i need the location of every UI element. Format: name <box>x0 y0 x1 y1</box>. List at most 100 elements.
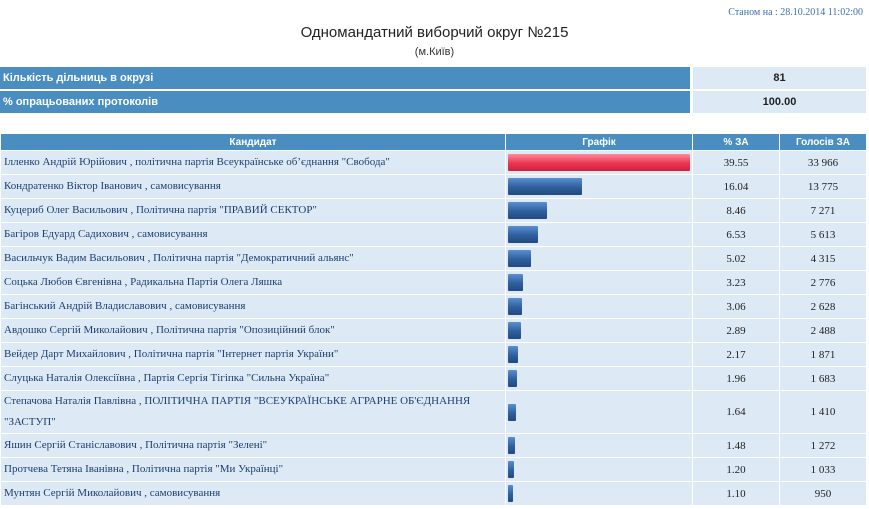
column-header-percent[interactable]: % ЗА <box>692 133 780 151</box>
candidate-name-link[interactable]: Мунтян Сергій Миколайович <box>4 487 142 499</box>
vote-share-bar <box>508 346 518 363</box>
graph-cell <box>505 174 693 199</box>
candidates-table: Кандидат Графік % ЗА Голосів ЗА Ілленко … <box>0 133 867 506</box>
candidate-party: , самовисування <box>166 300 246 312</box>
votes-cell: 2 776 <box>779 270 867 295</box>
summary-value: 81 <box>693 67 866 89</box>
candidate-party: , Політична партія "Демократичний альянс… <box>144 252 354 264</box>
candidate-cell: Соцька Любов Євгенівна , Радикальна Парт… <box>0 270 506 295</box>
table-row: Протчева Тетяна Іванівна , Політична пар… <box>0 457 867 482</box>
table-row: Степачова Наталія Павлівна , ПОЛІТИЧНА П… <box>0 390 867 434</box>
column-header-votes[interactable]: Голосів ЗА <box>779 133 867 151</box>
candidate-name-link[interactable]: Авдошко Сергій Миколайович <box>4 324 148 336</box>
table-row: Васильчук Вадим Васильович , Політична п… <box>0 246 867 271</box>
candidate-party: , Радикальна Партія Олега Ляшка <box>121 276 283 288</box>
candidate-cell: Степачова Наталія Павлівна , ПОЛІТИЧНА П… <box>0 390 506 434</box>
table-row: Вейдер Дарт Михайлович , Політична парті… <box>0 342 867 367</box>
percent-cell: 6.53 <box>692 222 780 247</box>
vote-share-bar <box>508 154 690 171</box>
column-header-graph[interactable]: Графік <box>505 133 693 151</box>
candidate-cell: Багінський Андрій Владиславович , самови… <box>0 294 506 319</box>
table-row: Куцериб Олег Васильович , Політична парт… <box>0 198 867 223</box>
candidate-party: , самовисування <box>128 228 208 240</box>
summary-value: 100.00 <box>693 91 866 113</box>
table-row: Ілленко Андрій Юрійович , політична парт… <box>0 150 867 175</box>
percent-cell: 2.17 <box>692 342 780 367</box>
candidate-name-link[interactable]: Степачова Наталія Павлівна <box>4 395 137 407</box>
table-row: Яшин Сергій Станіславович , Політична па… <box>0 433 867 458</box>
graph-cell <box>505 366 693 391</box>
votes-cell: 950 <box>779 481 867 506</box>
summary-label: Кількість дільниць в окрузі <box>0 67 690 89</box>
candidate-name-link[interactable]: Соцька Любов Євгенівна <box>4 276 122 288</box>
candidate-name-link[interactable]: Васильчук Вадим Васильович <box>4 252 145 264</box>
votes-cell: 7 271 <box>779 198 867 223</box>
vote-share-bar <box>508 250 532 267</box>
candidate-cell: Ілленко Андрій Юрійович , політична парт… <box>0 150 506 175</box>
votes-cell: 2 488 <box>779 318 867 343</box>
vote-share-bar <box>508 322 522 339</box>
candidate-name-link[interactable]: Багінський Андрій Владиславович <box>4 300 167 312</box>
votes-cell: 1 410 <box>779 390 867 434</box>
summary-gap <box>690 67 693 89</box>
graph-cell <box>505 246 693 271</box>
table-row: Кондратенко Віктор Іванович , самовисува… <box>0 174 867 199</box>
page-title: Одномандатний виборчий округ №215 <box>300 24 569 41</box>
column-header-candidate[interactable]: Кандидат <box>0 133 506 151</box>
candidate-name-link[interactable]: Ілленко Андрій Юрійович <box>4 156 127 168</box>
graph-cell <box>505 318 693 343</box>
graph-cell <box>505 270 693 295</box>
status-timestamp: Станом на : 28.10.2014 11:02:00 <box>728 7 863 18</box>
candidate-name-link[interactable]: Яшин Сергій Станіславович <box>4 439 137 451</box>
candidate-party: , Політична партія "Ми Українці" <box>123 463 284 475</box>
candidate-cell: Слуцька Наталія Олексіївна , Партія Серг… <box>0 366 506 391</box>
table-header-row: Кандидат Графік % ЗА Голосів ЗА <box>0 133 867 151</box>
graph-cell <box>505 481 693 506</box>
vote-share-bar <box>508 370 518 387</box>
candidate-party: , Політична партія "Інтернет партія Укра… <box>125 348 339 360</box>
votes-cell: 1 683 <box>779 366 867 391</box>
candidate-party: , самовисування <box>142 180 221 192</box>
candidate-name-link[interactable]: Вейдер Дарт Михайлович <box>4 348 126 360</box>
votes-cell: 13 775 <box>779 174 867 199</box>
candidate-name-link[interactable]: Кондратенко Віктор Іванович <box>4 180 143 192</box>
candidate-name-link[interactable]: Куцериб Олег Васильович <box>4 204 128 216</box>
votes-cell: 1 272 <box>779 433 867 458</box>
graph-cell <box>505 342 693 367</box>
candidates-body: Ілленко Андрій Юрійович , політична парт… <box>0 150 867 506</box>
vote-share-bar <box>508 485 514 502</box>
vote-share-bar <box>508 202 547 219</box>
table-row: Авдошко Сергій Миколайович , Політична п… <box>0 318 867 343</box>
table-row: Мунтян Сергій Миколайович , самовисуванн… <box>0 481 867 506</box>
candidate-name-link[interactable]: Слуцька Наталія Олексіївна <box>4 372 136 384</box>
votes-cell: 1 871 <box>779 342 867 367</box>
candidate-party: , Політична партія "ПРАВИЙ СЕКТОР" <box>127 204 317 216</box>
table-row: Багінський Андрій Владиславович , самови… <box>0 294 867 319</box>
vote-share-bar <box>508 178 582 195</box>
candidate-cell: Авдошко Сергій Миколайович , Політична п… <box>0 318 506 343</box>
percent-cell: 3.06 <box>692 294 780 319</box>
graph-cell <box>505 390 693 434</box>
candidate-party: , Політична партія "Зелені" <box>136 439 268 451</box>
vote-share-bar <box>508 274 523 291</box>
summary-row-protocols: % опрацьованих протоколів 100.00 <box>0 91 866 113</box>
graph-cell <box>505 457 693 482</box>
table-row: Багіров Едуард Садихович , самовисування… <box>0 222 867 247</box>
vote-share-bar <box>508 298 523 315</box>
candidate-name-link[interactable]: Протчева Тетяна Іванівна <box>4 463 124 475</box>
votes-cell: 5 613 <box>779 222 867 247</box>
candidate-cell: Мунтян Сергій Миколайович , самовисуванн… <box>0 481 506 506</box>
table-row: Соцька Любов Євгенівна , Радикальна Парт… <box>0 270 867 295</box>
summary-label: % опрацьованих протоколів <box>0 91 690 113</box>
candidate-name-link[interactable]: Багіров Едуард Садихович <box>4 228 129 240</box>
candidate-cell: Яшин Сергій Станіславович , Політична па… <box>0 433 506 458</box>
percent-cell: 8.46 <box>692 198 780 223</box>
graph-cell <box>505 222 693 247</box>
candidate-cell: Протчева Тетяна Іванівна , Політична пар… <box>0 457 506 482</box>
table-row: Слуцька Наталія Олексіївна , Партія Серг… <box>0 366 867 391</box>
candidate-party: , політична партія Всеукраїнське об’єдна… <box>126 156 390 168</box>
candidate-cell: Вейдер Дарт Михайлович , Політична парті… <box>0 342 506 367</box>
percent-cell: 1.96 <box>692 366 780 391</box>
votes-cell: 4 315 <box>779 246 867 271</box>
candidate-cell: Багіров Едуард Садихович , самовисування <box>0 222 506 247</box>
